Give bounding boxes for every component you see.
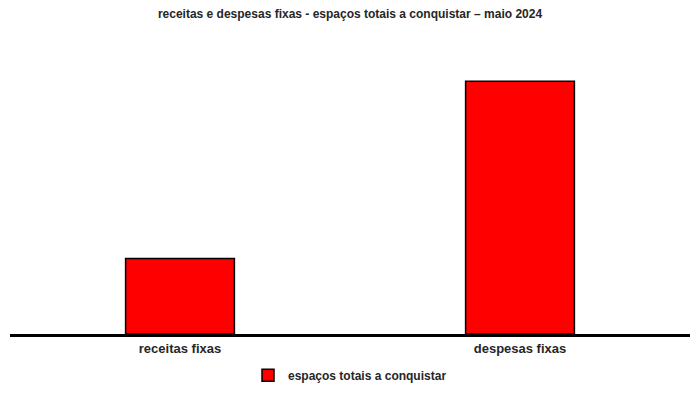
svg-text:despesas fixas: despesas fixas (474, 341, 567, 356)
svg-text:espaços totais a conquistar: espaços totais a conquistar (288, 369, 446, 383)
svg-text:receitas fixas: receitas fixas (139, 341, 221, 356)
svg-text:receitas e despesas fixas - es: receitas e despesas fixas - espaços tota… (158, 7, 543, 21)
